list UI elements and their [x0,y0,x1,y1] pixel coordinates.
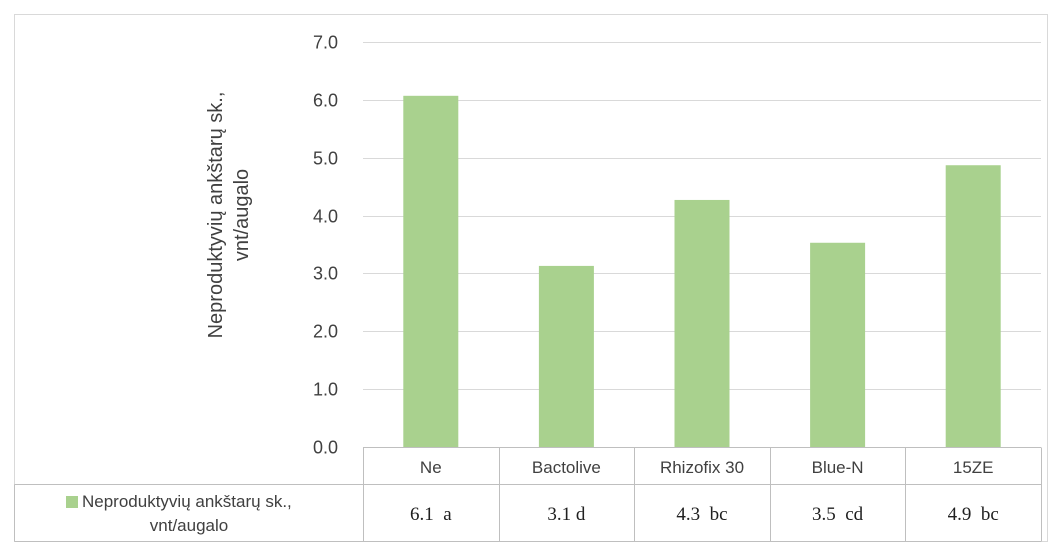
legend-label-line2: vnt/augalo [150,516,228,535]
y-tick-label: 1.0 [313,380,338,400]
y-tick-label: 3.0 [313,264,338,284]
data-table-cell: 4.3 bc [676,504,727,525]
category-label: 15ZE [953,458,994,477]
bar [945,165,1001,447]
y-axis-ticks: 0.0 1.0 2.0 3.0 4.0 5.0 6.0 7.0 [313,33,338,458]
bar [810,242,866,447]
legend-swatch [66,496,78,508]
y-axis-title-line2: vnt/augalo [231,169,253,261]
y-tick-label: 0.0 [313,438,338,458]
y-tick-label: 6.0 [313,91,338,111]
data-table: Ne Bactolive Rhizofix 30 Blue-N 15ZE 6.1 a 3.1… [14,447,1042,542]
category-label: Blue-N [812,458,864,477]
data-table-cell: 3.1 d [547,504,586,525]
y-axis-title-line1: Neproduktyvių ankštarų sk., [205,92,227,339]
bar [403,95,459,448]
y-tick-label: 4.0 [313,207,338,227]
bar [674,199,730,447]
category-label: Rhizofix 30 [660,458,744,477]
bar [538,265,594,447]
legend-label-line1: Neproduktyvių ankštarų sk., [82,492,292,511]
chart-frame [14,14,1048,542]
y-tick-label: 5.0 [313,149,338,169]
y-axis-title: Neproduktyvių ankštarų sk., vnt/augalo [205,92,253,339]
y-tick-label: 2.0 [313,322,338,342]
bars [403,95,1001,448]
y-tick-label: 7.0 [313,33,338,53]
data-table-cell: 4.9 bc [948,504,999,525]
category-label: Ne [420,458,442,477]
data-table-cell: 6.1 a [410,504,452,525]
data-table-cell: 3.5 cd [812,504,864,525]
category-label: Bactolive [532,458,601,477]
